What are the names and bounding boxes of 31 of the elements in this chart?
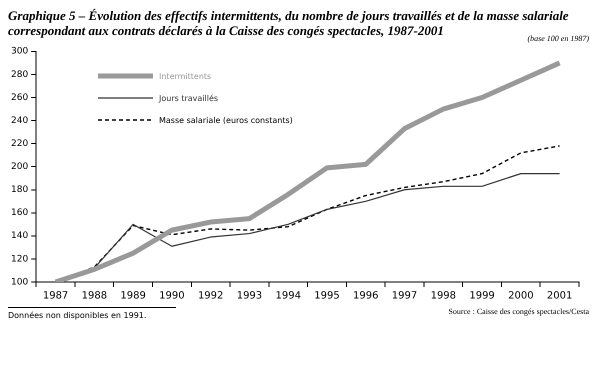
text: Données non disponibles en 1991. — [8, 307, 176, 320]
text: Intermittents — [159, 72, 212, 80]
y-tick-label: 160 — [10, 208, 28, 218]
y-tick-label: 180 — [10, 185, 28, 196]
x-tick-label: 1996 — [353, 290, 378, 302]
y-tick-label: 200 — [10, 162, 28, 172]
y-tick-label: 100 — [10, 277, 28, 288]
source-note: Source : Caisse des congés spectacles/Cesta — [448, 307, 589, 316]
x-tick-label: 1997 — [392, 290, 418, 302]
text: Jours travaillés — [159, 94, 218, 102]
y-tick-label: 280 — [10, 70, 28, 80]
x-tick-label: 1995 — [314, 290, 340, 302]
x-tick-label: 2001 — [546, 290, 572, 302]
y-tick-label: 140 — [10, 231, 28, 242]
y-tick-label: 120 — [10, 254, 28, 264]
y-tick-label: 300 — [10, 46, 28, 57]
x-tick-label: 1994 — [275, 290, 301, 302]
x-tick-label: 2000 — [508, 290, 534, 302]
x-tick-label: 1992 — [198, 290, 224, 302]
text: Masse salariale (euros constants) — [159, 116, 293, 124]
x-tick-label: 1989 — [120, 290, 146, 302]
y-tick-label: 260 — [10, 92, 28, 103]
x-tick-label: 1999 — [469, 290, 495, 302]
x-tick-label: 1998 — [430, 290, 456, 302]
chart-subtitle: (base 100 en 1987) — [527, 34, 589, 43]
y-tick-label: 220 — [10, 138, 28, 149]
x-tick-label: 1988 — [82, 290, 108, 302]
x-tick-label: 1990 — [159, 290, 185, 302]
x-tick-label: 1993 — [236, 290, 262, 302]
x-tick-label: 1987 — [42, 290, 68, 302]
y-tick-label: 240 — [10, 116, 28, 126]
